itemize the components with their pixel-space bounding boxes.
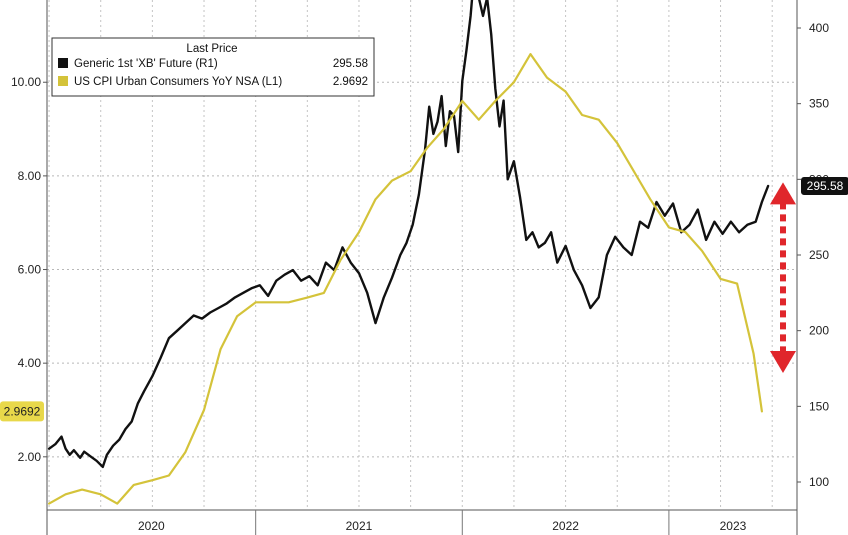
left-axis-tick-label: 6.00 [18,263,42,277]
x-tick-label: 2022 [552,519,579,533]
annotations [770,182,796,374]
legend-value-xb: 295.58 [333,58,368,70]
legend: Last Price Generic 1st 'XB' Future (R1) 29… [51,37,375,97]
arrowhead-down-icon [770,351,796,374]
legend-swatch-xb [58,58,68,68]
axes: 2.004.006.008.0010.001001502002503003504… [11,0,829,535]
x-tick-label: 2020 [138,519,165,533]
cpi-series-line [47,52,764,505]
xb-last-value-tag [801,177,848,196]
legend-value-cpi: 2.9692 [333,76,368,88]
legend-swatch-cpi [58,76,68,86]
legend-label-xb: Generic 1st 'XB' Future (R1) [74,58,218,70]
cpi-last-value-tag [0,401,44,422]
left-axis-tick-label: 2.00 [18,450,42,464]
series-lines: 295.58 2.9692 [0,0,848,505]
xb-last-value-label: 295.58 [807,179,844,193]
legend-box [51,37,375,97]
x-tick-label: 2023 [720,519,747,533]
cpi-last-value-label: 2.9692 [4,404,41,418]
left-axis-tick-label: 10.00 [11,75,41,89]
right-axis-tick-label: 150 [809,399,829,413]
left-axis-tick-label: 4.00 [18,356,42,370]
right-axis-tick-label: 100 [809,475,829,489]
left-axis-tick-label: 8.00 [18,169,42,183]
right-axis-tick-label: 200 [809,324,829,338]
right-axis-tick-label: 350 [809,97,829,111]
arrowhead-up-icon [770,182,796,205]
legend-header: Last Price [186,43,237,55]
right-axis-tick-label: 400 [809,21,829,35]
x-tick-label: 2021 [346,519,373,533]
xb-futures-series-line [47,0,770,469]
legend-label-cpi: US CPI Urban Consumers YoY NSA (L1) [74,76,282,88]
right-axis-tick-label: 250 [809,248,829,262]
